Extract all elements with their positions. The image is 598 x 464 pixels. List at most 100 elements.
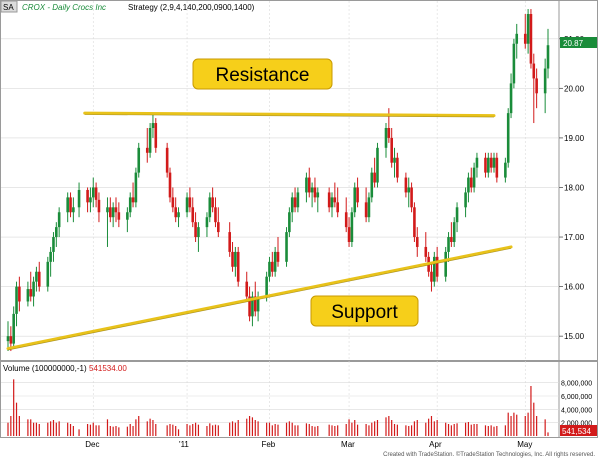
volume-bars xyxy=(7,379,549,436)
support-label: Support xyxy=(331,302,398,323)
date-tick-label: May xyxy=(517,440,532,449)
volume-panel-frame xyxy=(0,361,598,438)
candle-body xyxy=(364,202,368,218)
support-line xyxy=(6,245,513,351)
candle-body xyxy=(543,68,547,94)
candle-body xyxy=(49,251,52,262)
volume-tick-label: 2,000,000 xyxy=(561,421,592,428)
candle-body xyxy=(66,197,69,213)
candle-body xyxy=(168,172,172,198)
resistance-line-shadow xyxy=(84,114,495,118)
volume-label: Volume (100000000,-1) xyxy=(3,364,87,373)
candle-body xyxy=(126,212,129,220)
date-tick-label: Dec xyxy=(85,440,99,449)
candle-body xyxy=(404,177,408,193)
candle-body xyxy=(316,192,320,198)
candle-body xyxy=(114,207,118,213)
candle-body xyxy=(236,251,240,282)
candle-body xyxy=(171,197,175,208)
candle-body xyxy=(94,187,98,200)
resistance-label: Resistance xyxy=(216,65,310,86)
candle-body xyxy=(350,212,354,242)
resistance-label-box xyxy=(192,58,333,90)
candle-body xyxy=(464,192,467,208)
resistance-line xyxy=(83,111,496,118)
candle-body xyxy=(344,212,348,228)
price-tick-label: 16.00 xyxy=(564,283,585,292)
candle-body xyxy=(333,197,337,203)
candle-body xyxy=(387,128,391,138)
candle-body xyxy=(6,336,10,342)
candle-body xyxy=(484,157,487,173)
candle-body xyxy=(356,187,359,203)
candle-body xyxy=(487,157,490,173)
volume-value: 541534.00 xyxy=(89,364,127,373)
date-tick-label: '11 xyxy=(179,440,189,449)
price-tick-label: 15.00 xyxy=(564,332,585,341)
candle-body xyxy=(46,261,50,287)
candle-body xyxy=(35,271,38,282)
candle-body xyxy=(174,207,177,218)
candle-body xyxy=(444,251,447,277)
candle-body xyxy=(165,147,169,173)
candle-body xyxy=(447,237,450,252)
candle-body xyxy=(248,296,251,317)
candle-body xyxy=(111,207,115,218)
last-price-badge xyxy=(560,37,597,48)
date-tick-label: Mar xyxy=(341,440,355,449)
trendlines xyxy=(6,111,513,351)
volume-tick-label: 8,000,000 xyxy=(561,381,592,388)
candle-body xyxy=(469,177,473,188)
candle-body xyxy=(435,256,439,277)
candle-body xyxy=(55,227,58,238)
candle-body xyxy=(526,14,530,44)
candle-body xyxy=(234,251,237,267)
candle-body xyxy=(109,207,112,218)
candle-body xyxy=(191,207,195,223)
candle-body xyxy=(330,197,334,208)
candle-body xyxy=(288,212,291,233)
candle-body xyxy=(373,172,376,183)
candle-body xyxy=(390,137,393,163)
candle-body xyxy=(407,187,411,193)
candle-body xyxy=(472,167,476,188)
candle-body xyxy=(370,172,374,198)
candle-body xyxy=(512,43,516,84)
candle-body xyxy=(285,232,288,262)
candle-body xyxy=(86,189,89,203)
last-volume-badge xyxy=(560,425,597,436)
candle-body xyxy=(455,207,459,223)
candle-body xyxy=(148,128,152,153)
candle-body xyxy=(32,281,35,297)
candle-body xyxy=(154,123,158,148)
date-tick-label: Apr xyxy=(429,440,442,449)
candle-body xyxy=(515,33,519,44)
candle-body xyxy=(145,147,149,153)
candle-body xyxy=(353,187,357,213)
candle-body xyxy=(313,187,317,198)
candle-body xyxy=(185,197,189,213)
candle-body xyxy=(245,281,249,297)
candle-body xyxy=(177,212,180,218)
candle-body xyxy=(134,172,138,203)
candle-body xyxy=(410,187,413,208)
candle-body xyxy=(97,199,101,213)
candle-body xyxy=(296,192,300,208)
candle-body xyxy=(91,187,95,198)
candle-body xyxy=(137,147,141,173)
candle-body xyxy=(106,207,109,213)
candle-body xyxy=(376,147,379,183)
symbol-badge-box xyxy=(0,0,18,13)
candle-body xyxy=(228,232,231,252)
candle-body xyxy=(18,286,21,302)
price-tick-label: 17.00 xyxy=(564,233,585,242)
candle-body xyxy=(276,251,280,262)
candle-body xyxy=(327,192,331,208)
candle-body xyxy=(467,177,470,193)
price-tick-label: 18.00 xyxy=(564,183,585,192)
candle-body xyxy=(424,246,428,257)
candle-body xyxy=(347,227,351,242)
candle-body xyxy=(69,197,72,213)
candle-body xyxy=(529,14,533,64)
